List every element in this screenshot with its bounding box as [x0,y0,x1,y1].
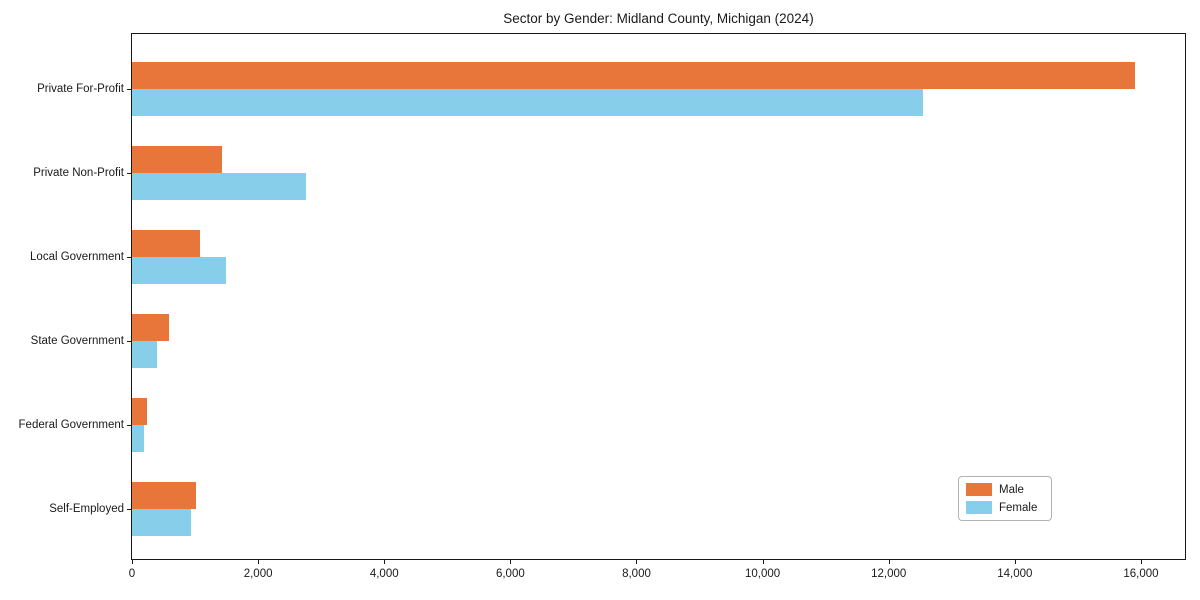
x-tick-label: 8,000 [622,568,651,580]
bar-male-2 [132,146,223,173]
bar-male-3 [132,230,201,257]
bar-male-5 [132,398,148,425]
x-tick-label: 12,000 [871,568,907,580]
female-swatch [966,501,992,514]
chart-title: Sector by Gender: Midland County, Michig… [503,11,814,26]
legend-entry-male: Male [966,483,1043,496]
male-swatch [966,483,992,496]
y-tick [127,341,131,342]
x-tick [1014,560,1016,564]
legend-label-male: Male [999,483,1024,496]
x-tick-label: 2,000 [243,568,273,580]
x-tick [258,560,260,564]
y-tick [127,425,131,426]
bar-female-1 [132,89,924,116]
bar-female-2 [132,173,307,200]
x-tick-label: 6,000 [495,568,525,580]
x-tick [384,560,386,564]
legend: Male Female [958,476,1052,521]
x-tick [636,560,638,564]
x-tick-label: 14,000 [997,568,1033,580]
y-tick-label: Federal Government [18,419,124,431]
legend-label-female: Female [999,501,1038,514]
x-tick [1140,560,1142,564]
bar-male-6 [132,482,197,509]
x-tick [510,560,512,564]
x-tick [762,560,764,564]
y-tick-label: Local Government [30,251,124,263]
x-tick-label: 4,000 [369,568,399,580]
x-tick-label: 10,000 [745,568,781,580]
y-tick-label: Private For-Profit [37,83,124,95]
legend-entry-female: Female [966,501,1043,514]
x-tick-label: 16,000 [1123,568,1159,580]
bar-female-6 [132,509,192,536]
x-tick [132,560,133,564]
y-tick [127,173,131,174]
bar-male-1 [132,62,1135,89]
x-tick [888,560,890,564]
y-tick [127,509,131,510]
x-tick-label: 0 [128,568,136,580]
bar-female-5 [132,425,144,452]
y-tick-label: State Government [30,335,124,347]
y-tick-label: Private Non-Profit [33,167,124,179]
y-tick-label: Self-Employed [49,503,124,515]
y-tick [127,257,131,258]
bar-male-4 [132,314,170,341]
bar-female-3 [132,257,226,284]
bar-female-4 [132,341,158,368]
y-tick [127,89,131,90]
plot-area: Private For-Profit Private Non-Profit Loca… [19,33,1186,580]
